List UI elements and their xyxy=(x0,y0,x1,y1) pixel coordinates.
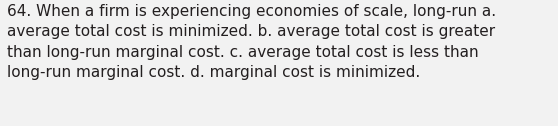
Text: 64. When a firm is experiencing economies of scale, long-run a.
average total co: 64. When a firm is experiencing economie… xyxy=(7,4,497,80)
